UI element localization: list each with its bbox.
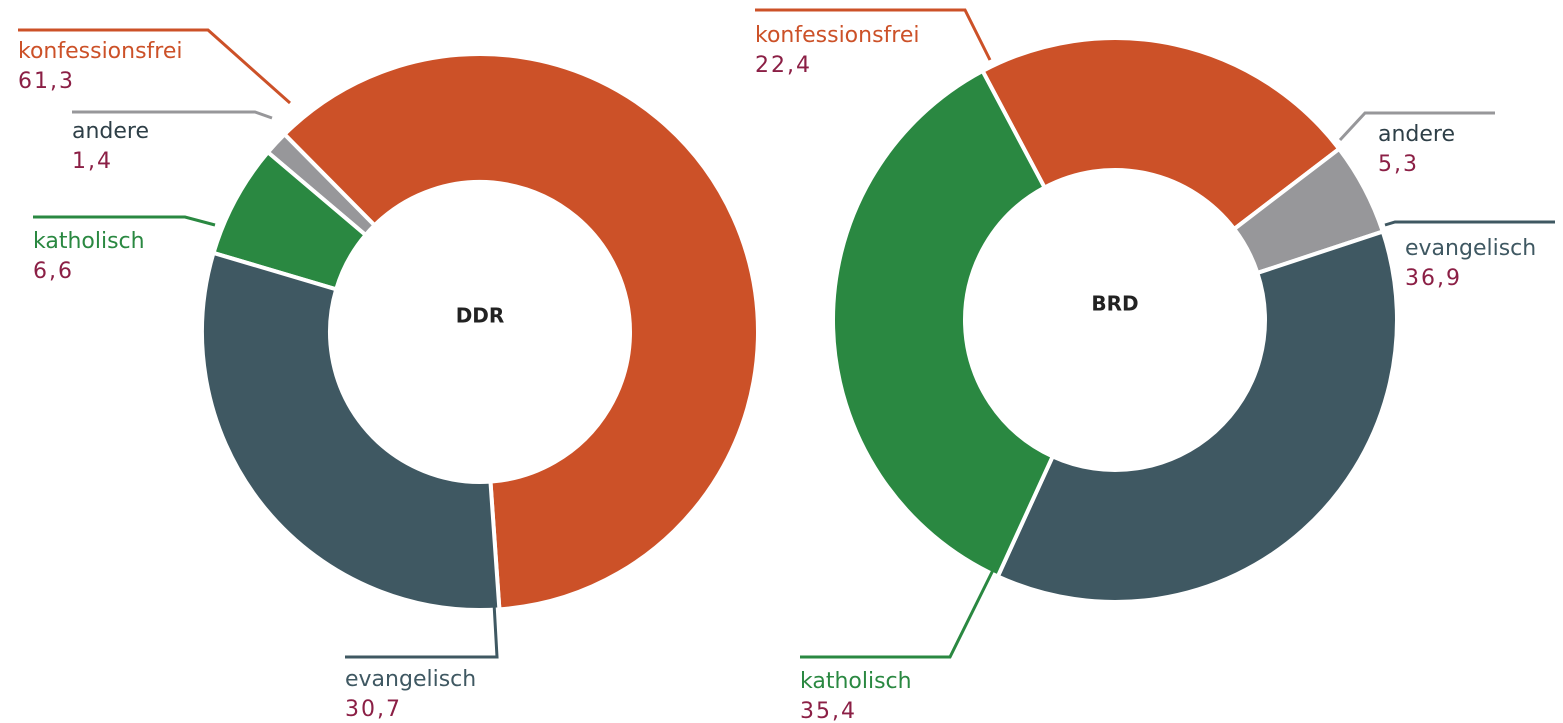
slice xyxy=(200,250,502,612)
value-label: 6,6 xyxy=(33,259,74,284)
slice-label: andere xyxy=(72,119,149,144)
slice-label: evangelisch xyxy=(345,667,476,692)
value-label: 61,3 xyxy=(18,69,75,94)
chart-title: DDR xyxy=(456,304,505,328)
leader-line xyxy=(755,8,992,61)
leader-line xyxy=(800,559,1000,659)
slice xyxy=(831,68,1056,580)
slice-label: evangelisch xyxy=(1405,236,1536,261)
slice xyxy=(995,229,1399,604)
slice-label: konfessionsfrei xyxy=(18,39,183,64)
slice-label: andere xyxy=(1378,122,1455,147)
leader-line xyxy=(345,584,499,659)
value-label: 1,4 xyxy=(72,149,113,174)
chart-title: BRD xyxy=(1091,292,1138,316)
leader-line xyxy=(72,110,273,120)
slice-label: katholisch xyxy=(800,669,912,694)
slice xyxy=(979,36,1342,232)
slice-label: katholisch xyxy=(33,229,145,254)
slice-label: konfessionsfrei xyxy=(755,23,920,48)
leader-line xyxy=(18,28,291,105)
value-label: 35,4 xyxy=(800,699,857,723)
value-label: 22,4 xyxy=(755,53,812,78)
leader-line xyxy=(33,215,216,227)
value-label: 5,3 xyxy=(1378,152,1419,177)
value-label: 30,7 xyxy=(345,697,402,722)
leader-line xyxy=(1338,111,1495,142)
value-label: 36,9 xyxy=(1405,266,1462,291)
slice xyxy=(281,52,760,612)
leader-line xyxy=(1384,220,1555,227)
